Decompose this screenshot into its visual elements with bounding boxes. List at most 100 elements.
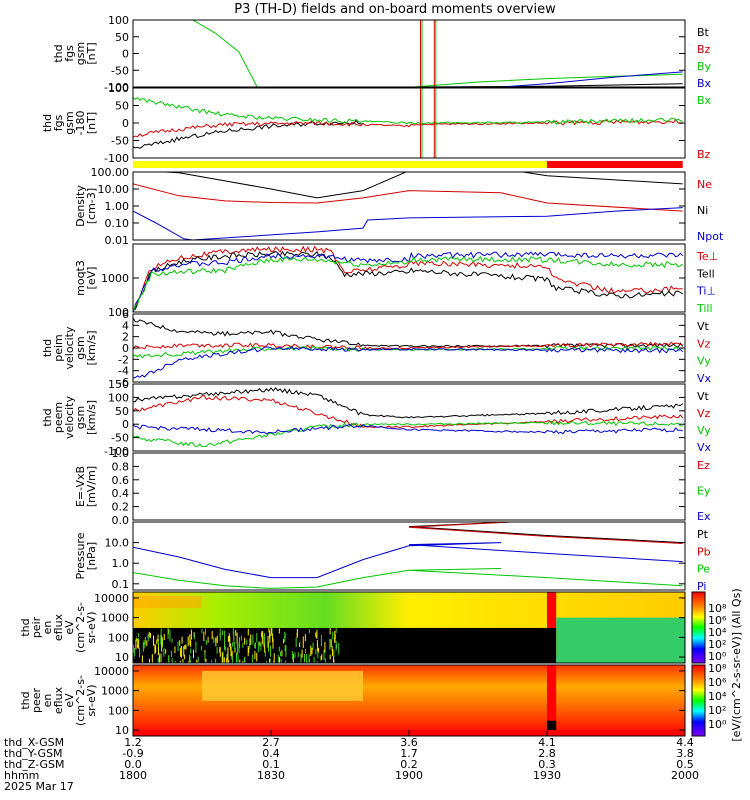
spectrogram-pixel (157, 638, 159, 647)
spectrogram-pixel (190, 629, 192, 640)
legend-entry: Pb (697, 545, 711, 558)
spectrogram-pixel (231, 650, 233, 660)
y-axis-label-line: -180 (74, 111, 87, 136)
legend-entry: Bx (697, 77, 712, 90)
spectrogram-pixel (213, 636, 215, 644)
spectrogram-pixel (187, 636, 189, 647)
x-axis-row-label: thd_Y-GSM (4, 747, 63, 760)
spectrogram-pixel (333, 659, 335, 663)
spectrogram-pixel (135, 636, 137, 642)
spectrogram-pixel (271, 628, 273, 634)
y-axis-label-line: thd (19, 691, 32, 709)
spectrogram-pixel (318, 647, 320, 653)
spectrogram-pixel (284, 645, 286, 652)
spectrogram-pixel (316, 629, 318, 639)
x-tick-label: 2000 (671, 769, 699, 782)
y-tick-label: 0 (122, 342, 129, 355)
spectrogram-pixel (222, 651, 224, 663)
spectrogram-low-energy-gap (133, 627, 547, 663)
y-axis-label-line: [km/s] (85, 400, 98, 435)
spectrogram-pixel (250, 634, 252, 646)
y-tick-label: 50 (115, 31, 129, 44)
spectrogram-pixel (249, 638, 251, 649)
x-tick-label: 3.8 (676, 747, 694, 760)
y-axis-label-line: [mV/m] (85, 466, 98, 507)
series-group-fgs_gsm (192, 20, 683, 87)
spectrogram-pixel (273, 653, 275, 663)
series-line (133, 345, 684, 379)
panel-temperature: 1000 100 moqt3[eV] Te⊥ Tell Ti⊥ Till (74, 243, 718, 319)
spectrogram-pixel (231, 656, 233, 663)
y-axis-label-line: thd (41, 408, 54, 426)
panel-frame (132, 383, 686, 452)
panel-fgs_gsm: 100 50 0 -50 -100 thdfgsgsm[nT] Bt Bz By Bx (52, 14, 712, 94)
legend-entry: Pi (697, 580, 706, 593)
spectrogram-pixel (297, 652, 299, 658)
y-tick-label: -50 (111, 64, 129, 77)
y-tick-label: 6 (122, 308, 129, 321)
y-tick-label: 1.0 (112, 557, 130, 570)
legend-entry: Vy (697, 355, 711, 368)
colorbar-tick-label: 10⁶ (708, 676, 727, 689)
spectrogram-pixel (304, 634, 306, 641)
spectrogram-pixel (291, 651, 293, 660)
y-axis-label: thdpeerenefluxeV(cm^2-s-sr-eV) (19, 675, 98, 726)
spectrogram-pixel (331, 645, 333, 651)
spectrogram-pixel (204, 652, 206, 662)
y-tick-label: 0.01 (105, 234, 130, 247)
panel-frame (132, 521, 686, 591)
y-axis-label-line: sr-eV) (85, 611, 98, 643)
spectrogram-pixel (190, 640, 192, 647)
colorbar-tick-label: 10² (708, 704, 726, 717)
spectrogram-pixel (200, 645, 202, 651)
legend-entry: Bz (697, 148, 711, 161)
series-line (133, 420, 683, 448)
colorbar-tick-label: 10² (708, 638, 726, 651)
legend-entry: Bx (697, 94, 712, 107)
x-tick-label: 1800 (119, 769, 147, 782)
spectrogram-pixel (300, 653, 302, 663)
spectrogram-pixel (231, 642, 233, 647)
y-axis-label-line: gsm (74, 42, 87, 65)
spectrogram-pixel (228, 636, 230, 642)
spectrogram-pixel (160, 653, 162, 663)
spectrogram-low-energy-band (556, 617, 685, 663)
spectrogram-pixel (269, 633, 271, 643)
series-line (133, 345, 683, 359)
y-tick-label: 100 (108, 704, 129, 717)
colorbar-tick-label: 10⁸ (708, 602, 727, 615)
series-line (413, 73, 683, 87)
spectrogram-pixel (260, 643, 262, 651)
spectrogram-pixel (196, 659, 198, 663)
y-tick-label: 2 (122, 331, 129, 344)
y-tick-label: 100 (108, 14, 129, 27)
y-tick-label: 1000 (101, 612, 129, 625)
series-line (133, 207, 683, 240)
y-axis-label-line: [nT] (85, 42, 98, 64)
spectrogram-pixel (193, 632, 195, 638)
spectrogram-pixel (203, 631, 205, 642)
spectrogram-pixel (179, 640, 181, 646)
spectrogram-pixel (278, 646, 280, 652)
spectrogram-pixel (332, 649, 334, 656)
spectrogram-pixel (261, 636, 263, 645)
y-tick-label: 1000 (101, 685, 129, 698)
spectrogram-pixel (180, 661, 182, 663)
spectrogram-pixel (144, 636, 146, 645)
spectrogram-pixel (264, 650, 266, 657)
x-tick-label: 1.2 (124, 736, 142, 749)
y-tick-label: 10.0 (105, 537, 130, 550)
y-axis-label-line: (cm^2-s- (74, 675, 87, 726)
series-line (133, 423, 683, 435)
y-axis-label: Pressure[nPa] (74, 532, 98, 579)
x-tick-label: 0.2 (400, 758, 418, 771)
spectrogram-pixel (239, 637, 241, 649)
y-axis-label-line: eV (63, 693, 76, 708)
spectrogram-pixel (279, 657, 281, 663)
spectrogram-pixel (207, 636, 209, 643)
y-axis-label-line: Pressure (74, 532, 87, 579)
spectrogram-pixel (256, 632, 258, 643)
spectrogram-pixel (284, 660, 286, 663)
spectrogram-pixel (157, 643, 159, 656)
y-axis-label-line: velocity (63, 326, 76, 369)
